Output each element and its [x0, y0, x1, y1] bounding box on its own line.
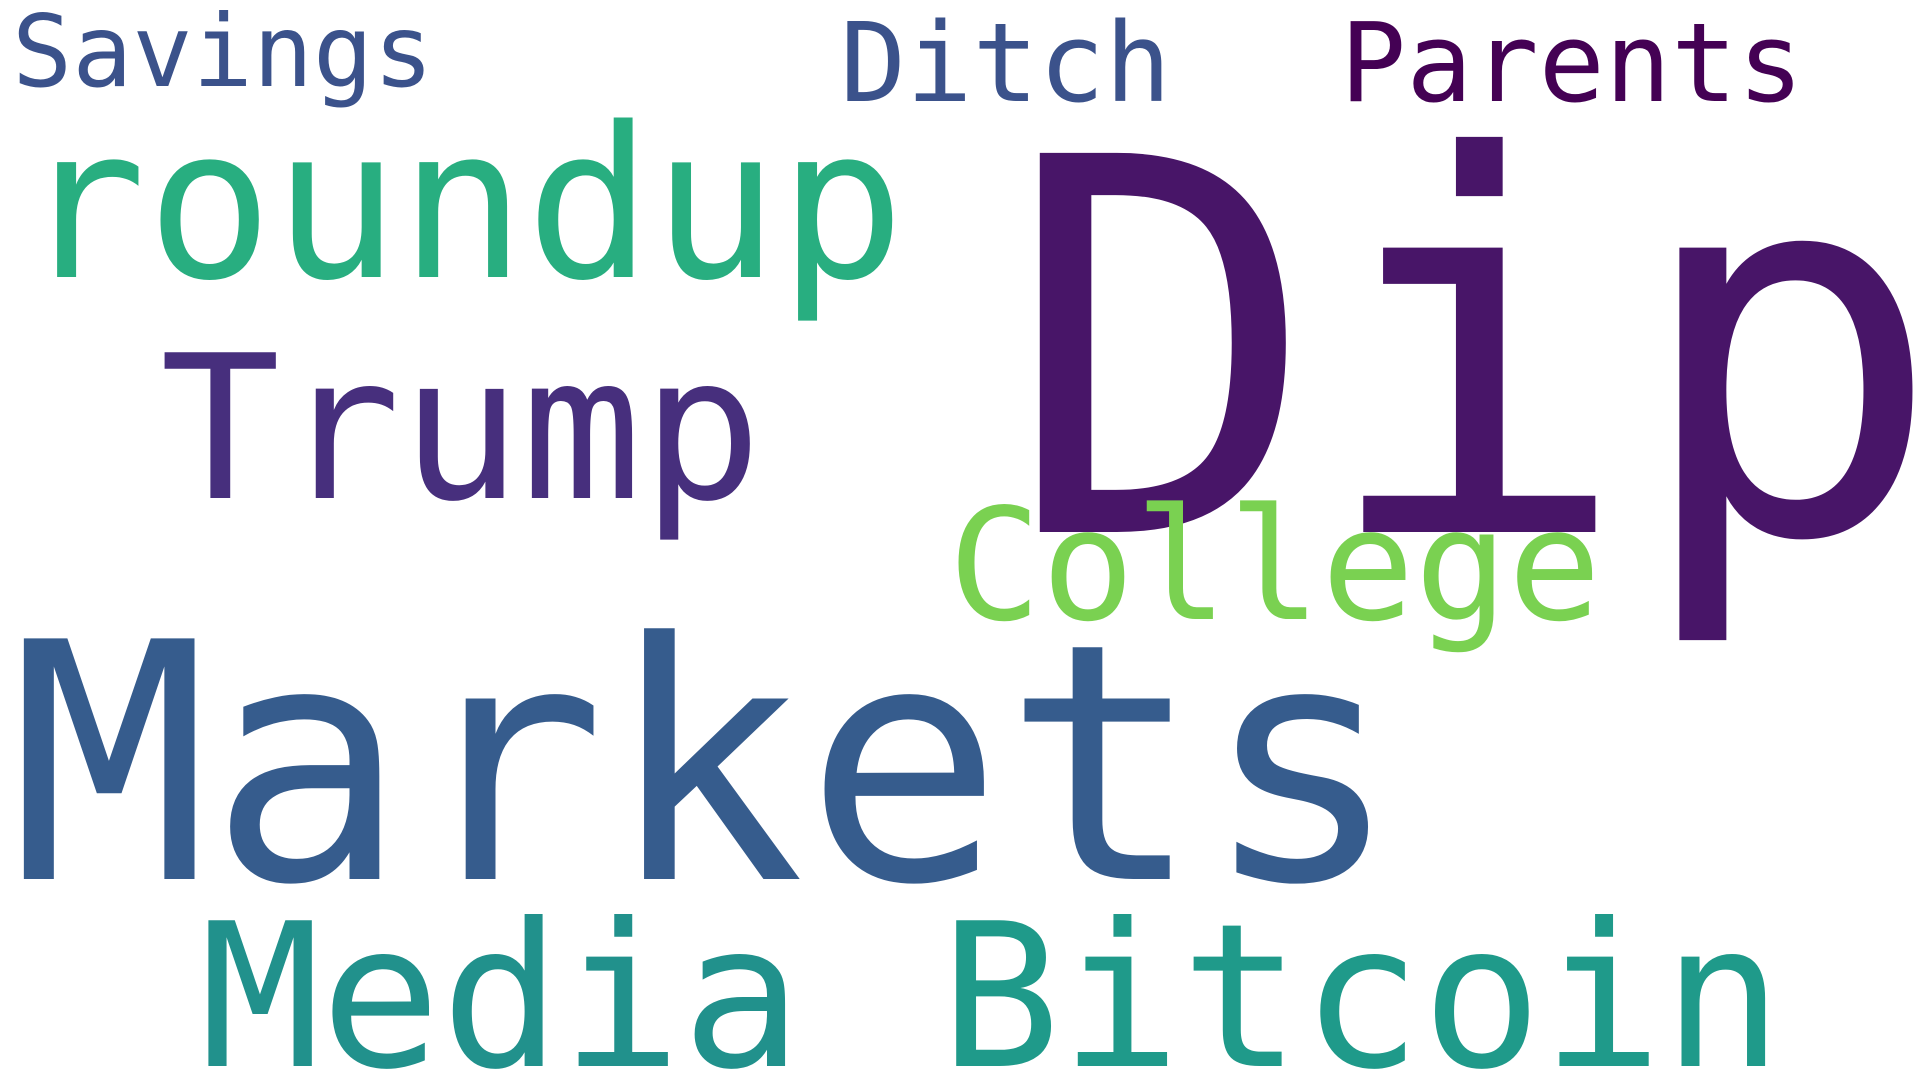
word-media: Media	[200, 881, 803, 1080]
word-roundup: roundup	[20, 82, 906, 327]
word-parents: Parents	[1340, 0, 1804, 127]
word-bitcoin: Bitcoin	[940, 881, 1783, 1080]
word-markets: Markets	[10, 573, 1401, 957]
word-dip: Dip	[1005, 49, 1920, 655]
word-college: College	[948, 475, 1602, 656]
word-ditch: Ditch	[840, 0, 1172, 127]
word-savings: Savings	[12, 0, 434, 110]
word-trump: Trump	[160, 313, 763, 546]
